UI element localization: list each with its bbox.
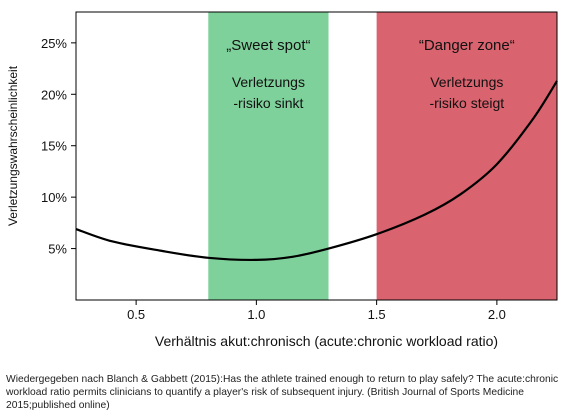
zone-text-line: -risiko sinkt	[233, 95, 303, 111]
labels-layer: 5% 10% 15% 20% 25% 0.5 1.0 1.5 2.0 Verhältnis aku…	[6, 36, 506, 349]
y-tick-label: 5%	[48, 242, 67, 257]
zone-text-layer: „Sweet spot“ Verletzungs -risiko sinkt “Dan…	[226, 37, 514, 111]
zone-text-line: Verletzungs	[430, 74, 503, 90]
y-axis-label: Verletzungswahrscheinlichkeit	[6, 65, 20, 226]
y-tick-label: 25%	[41, 36, 67, 51]
plot-frame	[75, 11, 558, 301]
zone-title: „Sweet spot“	[226, 37, 310, 54]
axes-layer	[71, 11, 558, 305]
zone-title: “Danger zone“	[419, 37, 515, 54]
zones-layer	[208, 12, 557, 300]
injury-risk-chart: „Sweet spot“ Verletzungs -risiko sinkt “Dan…	[6, 11, 558, 349]
zone-band-sweet-spot	[208, 12, 329, 300]
zone-band-danger-zone	[376, 12, 557, 300]
line-layer	[75, 80, 558, 262]
x-axis-label: Verhältnis akut:chronisch (acute:chronic…	[155, 333, 498, 349]
zone-text-line: Verletzungs	[232, 74, 305, 90]
x-tick-label: 2.0	[488, 307, 506, 322]
figure-caption: Wiedergegeben nach Blanch & Gabbett (201…	[6, 374, 559, 411]
y-tick-label: 10%	[41, 190, 67, 205]
x-tick-label: 1.5	[368, 307, 386, 322]
injury-risk-curve-line	[75, 80, 558, 262]
x-tick-label: 1.0	[247, 307, 265, 322]
zone-text-line: -risiko steigt	[429, 95, 504, 111]
y-tick-label: 20%	[41, 87, 67, 102]
y-tick-label: 15%	[41, 139, 67, 154]
x-tick-label: 0.5	[127, 307, 145, 322]
